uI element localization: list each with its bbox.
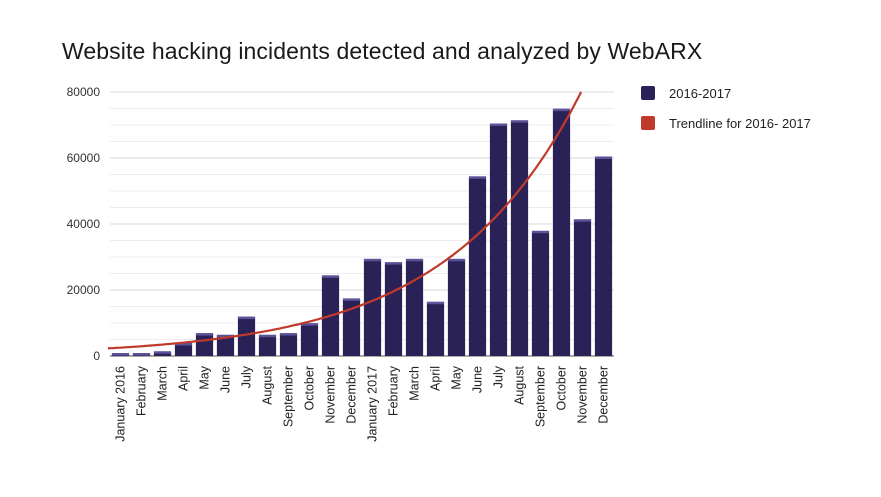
legend-item-trendline: Trendline for 2016- 2017 [641, 114, 811, 132]
legend-label-series: 2016-2017 [669, 85, 732, 101]
bar [573, 220, 592, 356]
bar [489, 125, 508, 356]
bar-top [132, 353, 151, 356]
x-tick-label: December [345, 366, 359, 424]
x-tick-label: February [387, 365, 401, 416]
bar-top [216, 334, 235, 338]
bar-top [321, 275, 340, 278]
x-axis-ticks: January 2016 February March April May June Jul… [114, 365, 611, 442]
bar [468, 177, 487, 356]
y-tick-label: 40000 [67, 217, 101, 231]
x-tick-label: March [156, 366, 170, 401]
bar-top [195, 333, 214, 336]
y-tick-label: 0 [93, 349, 100, 363]
x-tick-label: July [240, 365, 254, 388]
bar-top [447, 258, 466, 262]
bar-top [111, 353, 130, 356]
bar-top [594, 156, 613, 159]
x-tick-label: October [555, 366, 569, 410]
bar [216, 336, 235, 356]
y-tick-label: 20000 [67, 283, 101, 297]
x-tick-label: June [219, 366, 233, 393]
trendline-path [107, 91, 583, 350]
bar [594, 158, 613, 356]
chart-title: Website hacking incidents detected and a… [62, 38, 703, 64]
bar [552, 110, 571, 357]
x-tick-label: November [324, 366, 338, 424]
gridlines [110, 91, 614, 357]
legend-label-trendline: Trendline for 2016- 2017 [669, 115, 811, 131]
bar-top [531, 230, 550, 234]
x-tick-label: April [429, 366, 443, 391]
x-tick-label: January 2017 [366, 366, 380, 442]
x-tick-label: May [198, 365, 212, 389]
bar [237, 318, 256, 356]
x-tick-label: August [513, 365, 527, 404]
bar-top [342, 298, 361, 301]
x-tick-label: May [450, 365, 464, 389]
y-tick-label: 80000 [67, 85, 101, 99]
bar-top [258, 334, 277, 338]
bar-top [468, 176, 487, 179]
legend-item-series: 2016-2017 [641, 84, 811, 102]
bar [174, 344, 193, 356]
legend-swatch-trendline [641, 116, 655, 130]
y-tick-label: 60000 [67, 151, 101, 165]
bar-top [237, 316, 256, 320]
bar-top [174, 342, 193, 346]
bar-top [426, 301, 445, 305]
bar-top [573, 219, 592, 222]
bar [153, 352, 172, 356]
y-axis-ticks: 0 20000 40000 60000 80000 [67, 85, 101, 363]
bar [300, 324, 319, 356]
bar-top [279, 333, 298, 336]
bar-top [552, 108, 571, 112]
bar-top [300, 323, 319, 326]
legend: 2016-2017 Trendline for 2016- 2017 [641, 84, 811, 144]
x-tick-label: July [492, 365, 506, 388]
x-tick-label: November [576, 366, 590, 424]
x-tick-label: October [303, 366, 317, 410]
trendline [107, 91, 583, 350]
legend-swatch-series [641, 86, 655, 100]
bar [426, 303, 445, 356]
bar [405, 260, 424, 356]
x-tick-label: December [597, 366, 611, 424]
bar [279, 334, 298, 356]
x-tick-label: September [282, 366, 296, 427]
bar [258, 336, 277, 356]
bars [111, 108, 613, 357]
x-tick-label: August [261, 365, 275, 404]
bar-top [384, 262, 403, 265]
bar-top [489, 123, 508, 126]
x-tick-label: September [534, 366, 548, 427]
x-tick-label: March [408, 366, 422, 401]
bar [195, 334, 214, 356]
bar-top [153, 351, 172, 354]
bar [342, 299, 361, 356]
bar-top [510, 120, 529, 123]
bar [447, 260, 466, 356]
x-tick-label: January 2016 [114, 366, 128, 442]
bar [384, 263, 403, 356]
x-tick-label: April [177, 366, 191, 391]
x-tick-label: June [471, 366, 485, 393]
bar [510, 121, 529, 356]
x-tick-label: February [135, 365, 149, 416]
bar [363, 260, 382, 356]
bar [531, 232, 550, 356]
bar-top [405, 258, 424, 262]
bar-top [363, 258, 382, 262]
